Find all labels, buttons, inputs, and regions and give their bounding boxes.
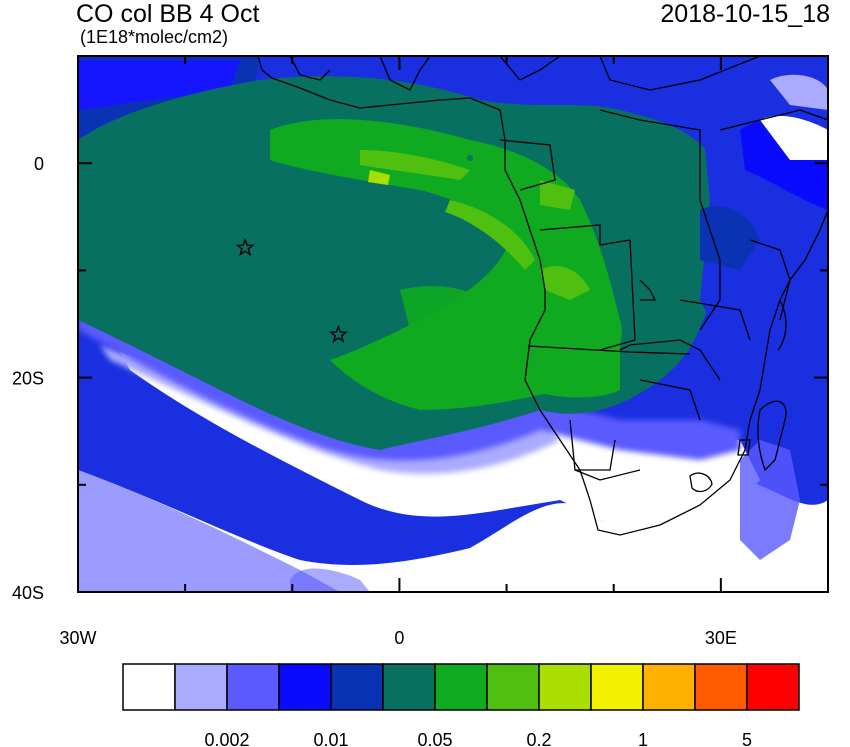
colorbar: 0.002 0.01 0.05 0.2 1 5 (122, 663, 800, 747)
coastlines (257, 56, 828, 536)
figure-title: CO col BB 4 Oct (76, 0, 260, 28)
y-tick-label: 0 (34, 154, 44, 174)
x-tick-label: 30W (59, 628, 96, 648)
co-field (78, 56, 828, 592)
map-frame (77, 55, 829, 593)
colorbar-label: 0.002 (204, 730, 249, 747)
colorbar-label: 0.01 (313, 730, 348, 747)
star-marker (235, 237, 255, 257)
colorbar-label: 1 (638, 730, 648, 747)
figure-timestamp: 2018-10-15_18 (660, 0, 830, 28)
colorbar-box (122, 663, 176, 711)
star-marker (328, 324, 348, 343)
colorbar-label: 0.05 (417, 730, 452, 747)
y-tick-label: 40S (12, 583, 44, 603)
colorbar-box (538, 663, 592, 711)
figure-units: (1E18*molec/cm2) (80, 27, 229, 47)
colorbar-box (226, 663, 280, 711)
colorbar-label: 5 (742, 730, 752, 747)
colorbar-box (590, 663, 644, 711)
colorbar-box (642, 663, 696, 711)
colorbar-box (434, 663, 488, 711)
y-tick-label: 20S (12, 369, 44, 389)
colorbar-box (174, 663, 228, 711)
axis-ticks: 30W 0 30E 0 20S 40S (12, 55, 829, 648)
colorbar-box (486, 663, 540, 711)
colorbar-box (382, 663, 436, 711)
x-tick-label: 30E (705, 628, 737, 648)
colorbar-box (746, 663, 800, 711)
colorbar-box (330, 663, 384, 711)
x-tick-label: 0 (394, 628, 404, 648)
colorbar-box (278, 663, 332, 711)
site-markers (235, 237, 348, 343)
colorbar-label: 0.2 (526, 730, 551, 747)
colorbar-box (694, 663, 748, 711)
